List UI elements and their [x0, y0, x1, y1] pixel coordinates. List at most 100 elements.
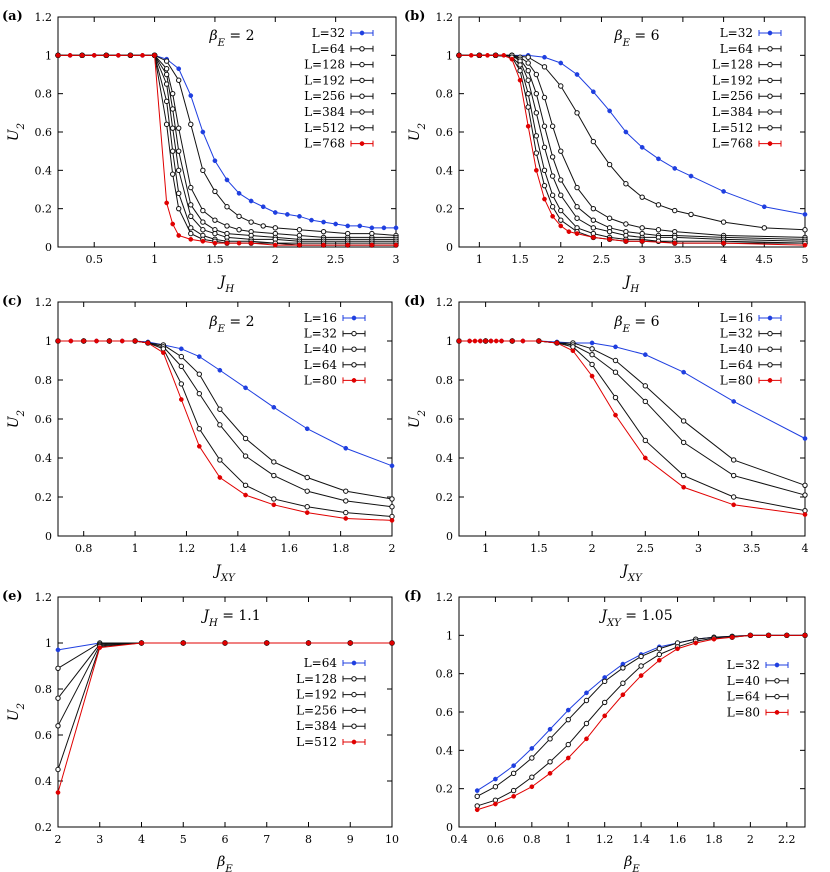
data-point [248, 198, 254, 204]
series-l-128 [55, 52, 399, 241]
data-point [271, 496, 277, 502]
data-point [493, 338, 499, 344]
legend-label: L=80 [727, 705, 760, 719]
data-point [529, 746, 535, 751]
data-point [761, 204, 767, 210]
legend-marker [351, 676, 357, 682]
data-point [525, 67, 531, 74]
data-point [688, 173, 694, 179]
data-point [549, 192, 556, 198]
data-point [612, 357, 619, 364]
panel-e: 2 3 4 5 6 7 8 9 10 0.2 0.4 0.6 0.8 1 1.2 (e) JH = 1.1 βE U… [2, 589, 399, 872]
data-point [680, 418, 687, 424]
data-point [802, 632, 808, 638]
series-l-256 [456, 52, 808, 244]
legend-marker [767, 77, 773, 84]
y-tick-label: 0.2 [436, 783, 454, 796]
x-tick-label: 6 [222, 833, 229, 846]
data-point [529, 784, 535, 790]
series-l-16 [456, 338, 808, 441]
y-tick-label: 1.2 [35, 11, 53, 24]
x-tick-label: 10 [385, 833, 399, 846]
x-tick-label: 2 [272, 253, 279, 266]
y-tick-label: 1 [446, 49, 453, 62]
legend-label: L=64 [727, 690, 761, 704]
plot-frame [458, 16, 806, 248]
data-point [574, 215, 580, 221]
x-tick-label: 1.8 [332, 542, 350, 555]
data-point [260, 223, 266, 229]
data-point [164, 200, 169, 206]
legend-marker [767, 125, 773, 131]
legend-label: L=80 [304, 373, 337, 387]
data-point [107, 338, 112, 344]
data-point [200, 227, 206, 233]
y-tick-label: 1 [446, 335, 453, 348]
data-point [607, 236, 612, 242]
data-point [296, 227, 303, 233]
data-point [533, 167, 539, 173]
y-tick-label: 0.2 [35, 821, 53, 834]
data-point [188, 202, 194, 208]
data-point [589, 351, 595, 358]
data-point [590, 205, 597, 212]
legend-marker [351, 362, 357, 368]
data-point [456, 52, 462, 58]
panel-label: (a) [2, 9, 23, 24]
data-point [620, 692, 626, 698]
y-axis-label-group: U2 [407, 123, 428, 141]
data-point [343, 509, 349, 516]
y-tick-label: 0.6 [35, 126, 53, 139]
x-tick-label: 0.4 [450, 833, 468, 846]
legend-marker [359, 61, 365, 68]
data-point [297, 213, 302, 219]
data-point [541, 182, 548, 189]
data-point [178, 381, 185, 387]
series-line [57, 642, 392, 699]
panel-label: (d) [404, 294, 425, 309]
series-line [459, 54, 806, 240]
data-point [589, 361, 595, 368]
data-point [169, 125, 176, 131]
series-l-32 [456, 338, 808, 488]
data-point [128, 52, 133, 58]
series-line [58, 54, 396, 244]
data-point [574, 72, 580, 77]
data-point [525, 90, 531, 97]
x-tick-label: 0.5 [85, 253, 103, 266]
legend-marker [767, 46, 773, 52]
panel-d: 1 1.5 2 2.5 3 3.5 4 0 0.2 0.4 0.6 0.8 1 1.2 (d) βE = 6 J… [404, 294, 809, 584]
data-point [656, 651, 663, 658]
series-line [459, 54, 806, 231]
data-point [638, 673, 644, 678]
data-point [163, 81, 170, 87]
data-point [729, 634, 735, 640]
data-point [217, 422, 223, 428]
data-point [271, 459, 277, 465]
data-point [389, 513, 395, 520]
data-point [589, 340, 595, 346]
y-axis-label: U2 [6, 123, 27, 141]
data-point [160, 346, 167, 352]
panel-c: 0.8 1 1.2 1.4 1.6 1.8 2 0 0.2 0.4 0.6 0.8 1 1.2 (c) βE … [2, 294, 396, 584]
legend-marker [351, 330, 357, 337]
data-point [533, 110, 540, 116]
series-l-256 [55, 640, 395, 729]
data-point [272, 225, 278, 231]
data-point [570, 348, 576, 354]
data-point [509, 56, 515, 62]
legend-marker [767, 109, 773, 115]
series-line [58, 54, 396, 240]
x-tick-label: 1 [132, 542, 139, 555]
panel-label: (e) [2, 589, 23, 604]
data-point [558, 148, 564, 154]
x-tick-label: 4 [720, 253, 727, 266]
data-point [542, 54, 547, 60]
data-point [163, 58, 170, 64]
data-point [541, 94, 548, 101]
data-point [222, 640, 228, 646]
x-tick-label: 2.5 [327, 253, 345, 266]
data-point [680, 472, 687, 479]
data-point [584, 690, 589, 696]
